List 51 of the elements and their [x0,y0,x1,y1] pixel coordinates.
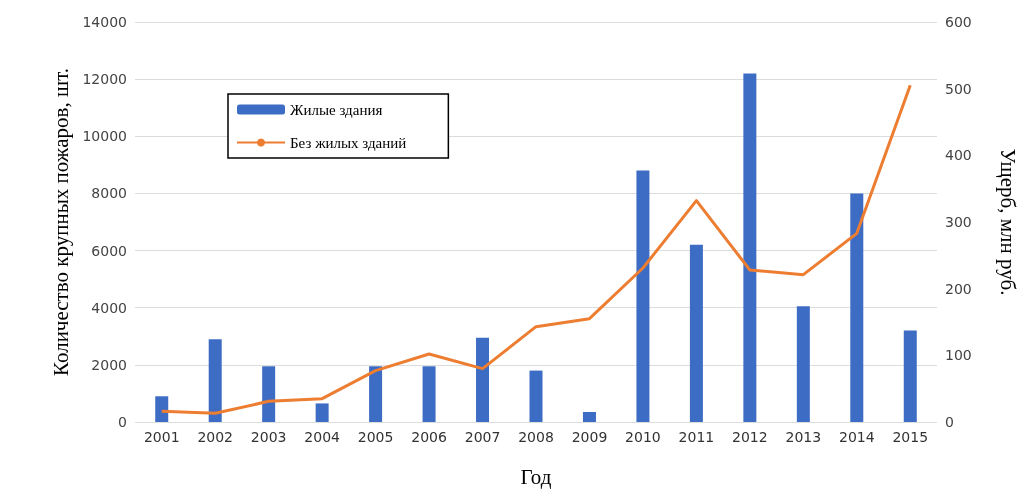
x-tick-label: 2015 [892,429,929,445]
y2-tick-label: 400 [945,147,972,164]
x-tick-label: 2013 [785,429,822,445]
bar [582,412,596,422]
x-tick-label: 2005 [357,429,394,445]
bar [903,330,917,422]
bar [208,339,222,422]
legend-label: Жилые здания [290,101,383,118]
y2-tick-label: 100 [945,347,972,364]
bar [743,73,757,422]
x-tick-label: 2007 [464,429,501,445]
bar [476,337,490,422]
bar [796,306,810,422]
x-tick-label: 2006 [411,429,447,445]
x-tick-label: 2014 [838,429,875,445]
y-tick-label: 12000 [82,71,127,88]
y-tick-label: 8000 [91,185,127,202]
bar [850,193,864,422]
x-tick-label: 2004 [304,429,341,445]
y2-tick-label: 300 [945,214,972,230]
y-tick-label: 2000 [91,356,127,373]
y2-tick-label: 200 [945,280,972,297]
y2-tick-label: 0 [945,414,954,430]
y-axis-title: Количество крупных пожаров, шт. [49,67,74,377]
y2-tick-label: 600 [945,14,972,30]
bar [689,244,703,422]
y-tick-label: 10000 [82,128,127,145]
bar [369,366,383,422]
x-axis-title: Год [520,464,552,489]
x-tick-label: 2009 [571,429,608,445]
x-tick-label: 2010 [625,429,661,445]
x-tick-label: 2011 [678,429,715,445]
bar [636,170,650,422]
x-tick-label: 2003 [250,429,287,445]
bar [262,366,276,422]
bar [155,396,169,422]
x-tick-label: 2008 [518,429,554,445]
bar [315,403,329,422]
x-tick-label: 2002 [197,429,234,445]
line-series [160,83,912,415]
x-tick-label: 2012 [732,429,768,445]
bar [529,370,543,422]
y-tick-label: 6000 [91,242,127,259]
y2-tick-label: 500 [945,80,972,97]
bar [422,366,436,422]
x-tick-label: 2001 [143,429,180,445]
y-tick-label: 0 [118,414,127,430]
y-tick-label: 14000 [82,14,127,30]
legend-label: Без жилых зданий [290,134,407,151]
y-tick-label: 4000 [91,299,127,316]
y2-axis-title: Ущерб, млн руб. [995,148,1020,296]
